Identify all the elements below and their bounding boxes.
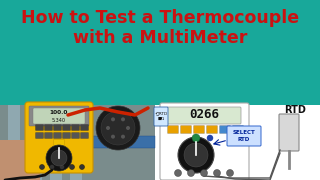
FancyBboxPatch shape — [62, 132, 70, 138]
Circle shape — [69, 165, 75, 170]
FancyBboxPatch shape — [160, 103, 249, 180]
Circle shape — [51, 150, 67, 166]
FancyBboxPatch shape — [53, 125, 61, 130]
FancyBboxPatch shape — [167, 125, 179, 134]
Circle shape — [178, 137, 214, 173]
FancyBboxPatch shape — [8, 105, 20, 180]
FancyBboxPatch shape — [0, 0, 320, 105]
Text: SELECT
RTD: SELECT RTD — [233, 130, 255, 142]
FancyBboxPatch shape — [194, 125, 204, 134]
Circle shape — [101, 111, 135, 145]
FancyBboxPatch shape — [53, 140, 65, 147]
Circle shape — [213, 170, 220, 177]
FancyBboxPatch shape — [36, 132, 44, 138]
FancyBboxPatch shape — [279, 114, 299, 151]
Circle shape — [121, 135, 125, 139]
Circle shape — [106, 126, 110, 130]
FancyBboxPatch shape — [53, 132, 61, 138]
FancyBboxPatch shape — [227, 126, 261, 146]
FancyBboxPatch shape — [44, 132, 52, 138]
Circle shape — [79, 165, 84, 170]
FancyBboxPatch shape — [62, 125, 70, 130]
Circle shape — [192, 134, 200, 142]
Circle shape — [96, 106, 140, 150]
FancyBboxPatch shape — [71, 125, 79, 130]
FancyBboxPatch shape — [85, 136, 155, 148]
FancyBboxPatch shape — [29, 106, 89, 126]
Circle shape — [46, 145, 72, 171]
FancyBboxPatch shape — [44, 125, 52, 130]
Text: How to Test a Thermocouple: How to Test a Thermocouple — [21, 9, 299, 27]
Text: with a MultiMeter: with a MultiMeter — [73, 29, 247, 47]
FancyBboxPatch shape — [154, 107, 168, 126]
Circle shape — [121, 117, 125, 121]
FancyBboxPatch shape — [25, 102, 93, 173]
Text: RTD: RTD — [284, 105, 306, 115]
FancyBboxPatch shape — [155, 105, 320, 180]
Circle shape — [111, 117, 115, 121]
FancyBboxPatch shape — [50, 105, 62, 180]
Circle shape — [126, 126, 130, 130]
FancyBboxPatch shape — [206, 125, 218, 134]
FancyBboxPatch shape — [167, 107, 241, 124]
Circle shape — [201, 170, 207, 177]
Circle shape — [174, 170, 181, 177]
Circle shape — [184, 143, 208, 167]
Polygon shape — [0, 140, 40, 180]
FancyBboxPatch shape — [36, 125, 44, 130]
Circle shape — [207, 135, 213, 141]
FancyBboxPatch shape — [70, 105, 82, 180]
Circle shape — [227, 170, 234, 177]
FancyBboxPatch shape — [0, 105, 155, 180]
FancyBboxPatch shape — [33, 108, 85, 124]
Circle shape — [188, 170, 195, 177]
FancyBboxPatch shape — [71, 132, 79, 138]
Text: 100.0: 100.0 — [50, 111, 68, 116]
Text: •⧗RTD
■Ω: •⧗RTD ■Ω — [155, 112, 168, 120]
FancyBboxPatch shape — [180, 125, 191, 134]
FancyBboxPatch shape — [81, 132, 89, 138]
Text: 5.340: 5.340 — [52, 118, 66, 123]
Text: 0266: 0266 — [189, 109, 219, 122]
FancyBboxPatch shape — [233, 125, 244, 134]
FancyBboxPatch shape — [30, 105, 42, 180]
Circle shape — [60, 165, 65, 170]
FancyBboxPatch shape — [220, 125, 230, 134]
Circle shape — [39, 165, 44, 170]
Circle shape — [50, 165, 54, 170]
Circle shape — [111, 135, 115, 139]
FancyBboxPatch shape — [81, 125, 89, 130]
